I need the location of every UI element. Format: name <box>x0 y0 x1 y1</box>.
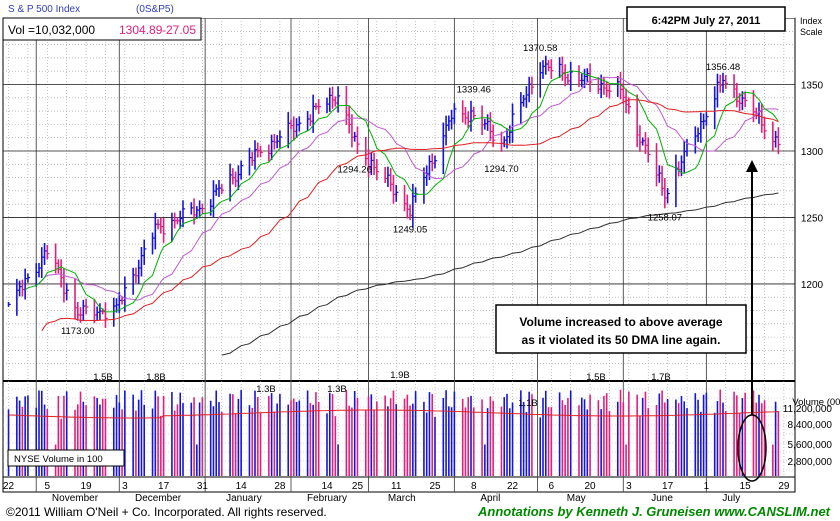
price-annotation: 1370.58 <box>523 43 557 54</box>
volume-tick-label: 11,200,000 <box>783 404 833 415</box>
x-month-label: November <box>52 493 99 504</box>
x-day-label: 20 <box>585 481 597 492</box>
x-month-label: December <box>135 493 182 504</box>
price-tick-label: 1250 <box>801 213 824 224</box>
price-bars <box>7 55 781 328</box>
scale-label: Scale <box>800 27 823 37</box>
annotations-credit: Annotations by Kenneth J. Gruneisen www.… <box>477 504 831 519</box>
change-value: -27.05 <box>162 23 196 37</box>
volume-tick-label: 8,400,000 <box>788 420 833 431</box>
x-day-label: 25 <box>429 481 441 492</box>
x-axis-panel <box>2 476 796 493</box>
x-day-label: 25 <box>352 481 364 492</box>
annotation-box <box>495 304 747 354</box>
price-annotation: 1356.48 <box>706 62 740 73</box>
x-day-label: 14 <box>236 481 248 492</box>
price-tick-label: 1350 <box>801 80 824 91</box>
datetime-label: 6:42PM July 27, 2011 <box>652 15 761 27</box>
volume-value: Vol =10,032,000 <box>8 23 95 37</box>
volume-average-line <box>8 409 779 419</box>
quote-box <box>2 17 202 41</box>
price-annotation: 1173.00 <box>61 326 95 337</box>
x-day-label: 22 <box>507 481 519 492</box>
price-annotation: 1249.05 <box>393 225 427 236</box>
x-month-label: June <box>651 493 673 504</box>
price-annotation: 1294.26 <box>338 165 372 176</box>
x-day-label: 6 <box>549 481 555 492</box>
volume-annotation: 1.1B <box>518 398 538 409</box>
volume-annotation: 1.7B <box>651 372 671 383</box>
volume-tick-label: 2,800,000 <box>788 457 833 468</box>
x-day-label: 3 <box>626 481 632 492</box>
volume-annotation: 1.8B <box>146 372 166 383</box>
x-day-label: 15 <box>740 481 752 492</box>
volume-annotation: 1.3B <box>327 384 347 395</box>
index-name: S & P 500 Index <box>8 4 80 15</box>
price-tick-label: 1300 <box>801 147 824 158</box>
x-day-label: 3 <box>122 481 128 492</box>
panel-divider <box>3 380 795 382</box>
ma-50-line <box>41 99 779 332</box>
volume-annotation: 1.9B <box>390 370 410 381</box>
volume-scale-title: Volume (00) <box>792 397 840 408</box>
x-month-label: March <box>388 493 416 504</box>
price-annotation: 1258.07 <box>648 213 682 224</box>
volume-annotation: 1.5B <box>586 372 606 383</box>
datetime-box <box>626 6 786 32</box>
price-value: 1304.89 <box>119 23 163 37</box>
x-day-label: 14 <box>321 481 333 492</box>
nyse-volume-label: NYSE Volume in 100 <box>14 454 103 465</box>
volume-tick-label: 5,600,000 <box>788 440 833 451</box>
x-day-label: 11 <box>391 481 402 492</box>
scale-label: Index <box>800 16 823 26</box>
x-day-label: 19 <box>81 481 93 492</box>
x-day-label: 22 <box>3 481 15 492</box>
x-day-label: 29 <box>778 481 790 492</box>
x-day-label: 28 <box>274 481 286 492</box>
x-day-label: 1 <box>704 481 710 492</box>
x-month-label: May <box>567 493 586 504</box>
x-day-label: 5 <box>45 481 51 492</box>
x-day-label: 17 <box>662 481 674 492</box>
x-day-label: 8 <box>471 481 477 492</box>
volume-highlight-ellipse <box>737 414 767 482</box>
price-tick-label: 1200 <box>801 280 824 291</box>
annotation-line-2: as it violated its 50 DMA line again. <box>522 333 721 347</box>
ma-21-line <box>35 76 779 301</box>
copyright-text: ©2011 William O'Neil + Co. Incorporated.… <box>6 505 327 519</box>
price-annotation: 1339.46 <box>457 84 491 95</box>
annotation-line-1: Volume increased to above average <box>519 315 723 329</box>
nyse-volume-box <box>7 449 125 467</box>
volume-annotation: 1.5B <box>93 372 113 383</box>
header-strip <box>3 0 795 18</box>
x-month-label: January <box>226 493 262 504</box>
volume-bars <box>7 389 780 476</box>
x-month-label: July <box>722 493 740 504</box>
x-day-label: 31 <box>197 481 209 492</box>
annotation-arrowhead <box>746 160 758 172</box>
price-annotation: 1294.70 <box>484 164 518 175</box>
x-month-label: April <box>480 493 500 504</box>
ma-10-line <box>24 70 779 313</box>
x-day-label: 17 <box>158 481 170 492</box>
ma-200-line <box>221 192 779 356</box>
symbol-code: (0S&P5) <box>136 4 174 15</box>
volume-annotation: 1.3B <box>256 384 276 395</box>
x-month-label: February <box>307 493 347 504</box>
